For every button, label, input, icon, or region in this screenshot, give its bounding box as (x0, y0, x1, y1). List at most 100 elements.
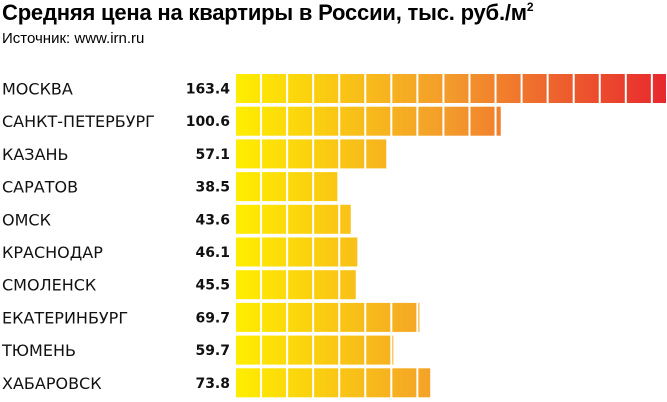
category-label: КАЗАНЬ (2, 145, 69, 164)
bar-segment (366, 368, 391, 398)
bar-segment (314, 237, 339, 267)
bar-segment (314, 335, 339, 365)
bar-segment (288, 302, 313, 332)
bar-segment (418, 106, 443, 136)
bar-segment (262, 172, 287, 202)
bar (236, 302, 420, 332)
bar-segment (262, 237, 287, 267)
bar-segment (366, 302, 391, 332)
value-label: 38.5 (195, 180, 230, 196)
bar-segment (288, 74, 313, 103)
bar (236, 270, 356, 300)
bar-segment (262, 139, 287, 169)
bar-segment (314, 172, 338, 202)
bar-segment (366, 74, 391, 103)
bar-segment (470, 106, 495, 136)
bar-segment (418, 302, 420, 332)
bar-segment (262, 204, 287, 234)
bar-segment (314, 302, 339, 332)
bar-segment (392, 74, 417, 103)
category-label: СМОЛЕНСК (2, 276, 97, 295)
bar-segment (314, 74, 339, 103)
chart-subtitle: Источник: www.irn.ru (2, 30, 145, 47)
value-label: 43.6 (195, 212, 230, 228)
bar (236, 106, 501, 136)
bar-segment (522, 74, 547, 103)
bar (236, 74, 666, 103)
bar-segment (262, 270, 287, 300)
bar (236, 237, 358, 267)
value-labels: 163.4 100.6 57.1 38.5 43.6 46.1 45.5 69.7 59.7 73… (186, 82, 231, 392)
bar-segment (340, 270, 356, 300)
bar-segment (288, 335, 313, 365)
value-label: 73.8 (195, 376, 230, 392)
bar-segment (366, 139, 387, 169)
bar (236, 335, 394, 365)
bar-segment (314, 139, 339, 169)
category-label: САРАТОВ (2, 178, 78, 197)
bar-segment (444, 106, 469, 136)
category-label: ХАБАРОВСК (2, 374, 102, 393)
bar (236, 172, 338, 202)
bar-segment (288, 237, 313, 267)
bar-segment (418, 74, 443, 103)
bar-segment (236, 106, 261, 136)
bar-segment (392, 335, 394, 365)
value-label: 69.7 (195, 310, 230, 326)
bar-segment (262, 74, 287, 103)
category-label: ОМСК (2, 210, 52, 229)
bar-segment (366, 335, 391, 365)
bar-segment (340, 74, 365, 103)
bar-segment (340, 204, 351, 234)
bar-segment (366, 106, 391, 136)
bar-segment (548, 74, 573, 103)
bar-segment (236, 270, 261, 300)
bar-segment (236, 302, 261, 332)
bar (236, 204, 351, 234)
bar-segment (236, 237, 261, 267)
bar-segment (236, 172, 261, 202)
value-label: 45.5 (195, 278, 230, 294)
value-label: 46.1 (195, 245, 230, 261)
bar-segment (340, 139, 365, 169)
value-label: 57.1 (195, 147, 230, 163)
bar-segment (340, 237, 358, 267)
bar-segment (470, 74, 495, 103)
bar-segment (652, 74, 666, 103)
bar-segment (626, 74, 651, 103)
value-label: 163.4 (186, 82, 231, 98)
category-labels: МОСКВА САНКТ-ПЕТЕРБУРГ КАЗАНЬ САРАТОВ ОМСК КР… (1, 80, 155, 393)
bar-segment (262, 302, 287, 332)
bar-segment (288, 172, 313, 202)
bar-segment (236, 368, 261, 398)
bar-segment (236, 74, 261, 103)
bar-segment (600, 74, 625, 103)
category-label: ТЮМЕНЬ (1, 341, 76, 360)
bar-segment (418, 368, 431, 398)
title-superscript: 2 (526, 0, 534, 14)
bar-segment (340, 335, 365, 365)
bar-segment (262, 335, 287, 365)
category-label: КРАСНОДАР (2, 243, 103, 262)
bar-segment (496, 106, 501, 136)
value-label: 59.7 (195, 343, 230, 359)
bar-segment (340, 368, 365, 398)
bar-segment (392, 302, 417, 332)
bar-segment (314, 204, 339, 234)
bar-segment (340, 106, 365, 136)
bars (236, 74, 666, 398)
bar-segment (496, 74, 521, 103)
bar-segment (340, 302, 365, 332)
chart-title: Средняя цена на квартиры в России, тыс. … (2, 0, 534, 25)
bar-segment (262, 106, 287, 136)
bar-segment (314, 106, 339, 136)
bar-segment (574, 74, 599, 103)
bar-segment (314, 270, 339, 300)
bar-segment (288, 270, 313, 300)
bar-segment (236, 335, 261, 365)
category-label: САНКТ-ПЕТЕРБУРГ (2, 112, 155, 131)
bar-segment (288, 106, 313, 136)
category-label: ЕКАТЕРИНБУРГ (2, 308, 128, 327)
bar-segment (236, 139, 261, 169)
